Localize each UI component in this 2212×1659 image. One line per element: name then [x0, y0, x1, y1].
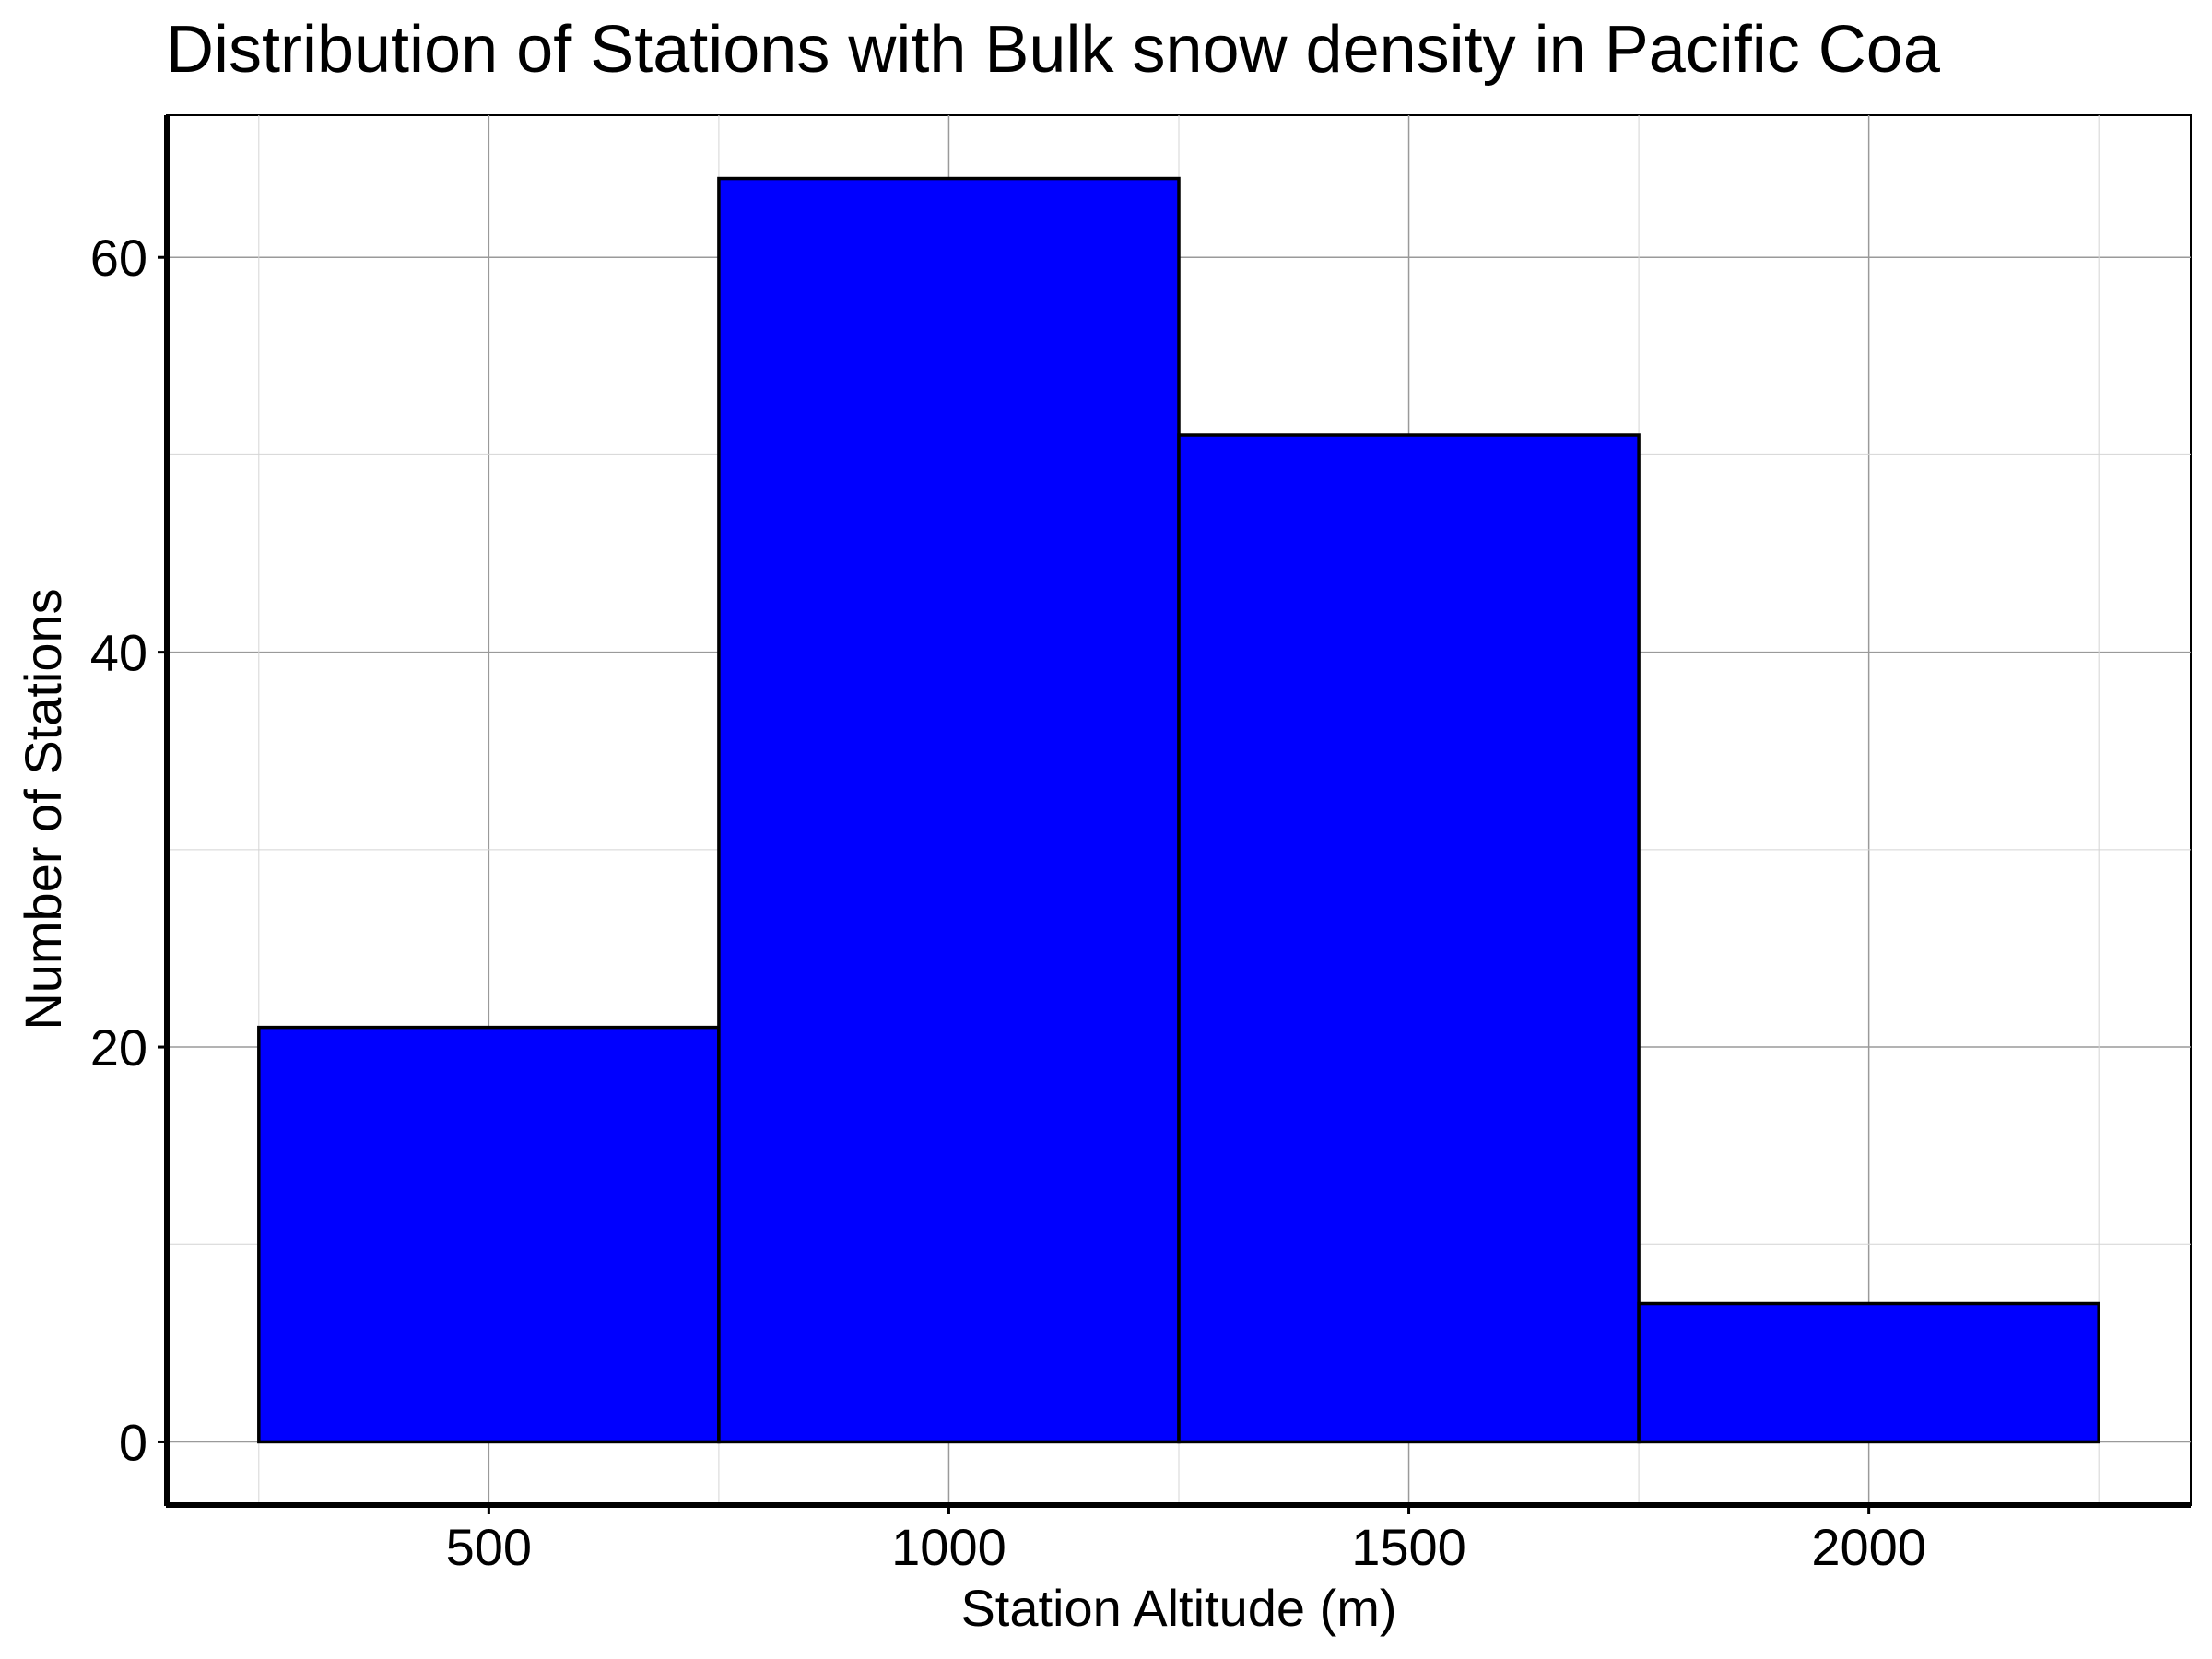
x-axis-label: Station Altitude (m): [960, 1579, 1396, 1637]
x-tick-label: 1000: [891, 1518, 1006, 1576]
histogram-bar: [257, 1025, 721, 1444]
histogram-bar: [1637, 1301, 2100, 1444]
x-tick-label: 500: [446, 1518, 532, 1576]
chart-title: Distribution of Stations with Bulk snow …: [166, 13, 1941, 87]
axis-ticks: 500 1000 1500 2000 0 20 40 60: [90, 229, 1926, 1576]
x-tick-label: 2000: [1811, 1518, 1926, 1576]
histogram-bar: [717, 176, 1181, 1444]
histogram-bars: [257, 176, 2100, 1444]
histogram-bar: [1177, 433, 1641, 1444]
y-tick-label: 60: [90, 229, 147, 287]
y-axis-label: Number of Stations: [14, 588, 72, 1030]
x-tick-label: 1500: [1351, 1518, 1466, 1576]
y-tick-label: 40: [90, 624, 147, 682]
y-tick-label: 20: [90, 1018, 147, 1077]
y-tick-label: 0: [119, 1413, 147, 1471]
